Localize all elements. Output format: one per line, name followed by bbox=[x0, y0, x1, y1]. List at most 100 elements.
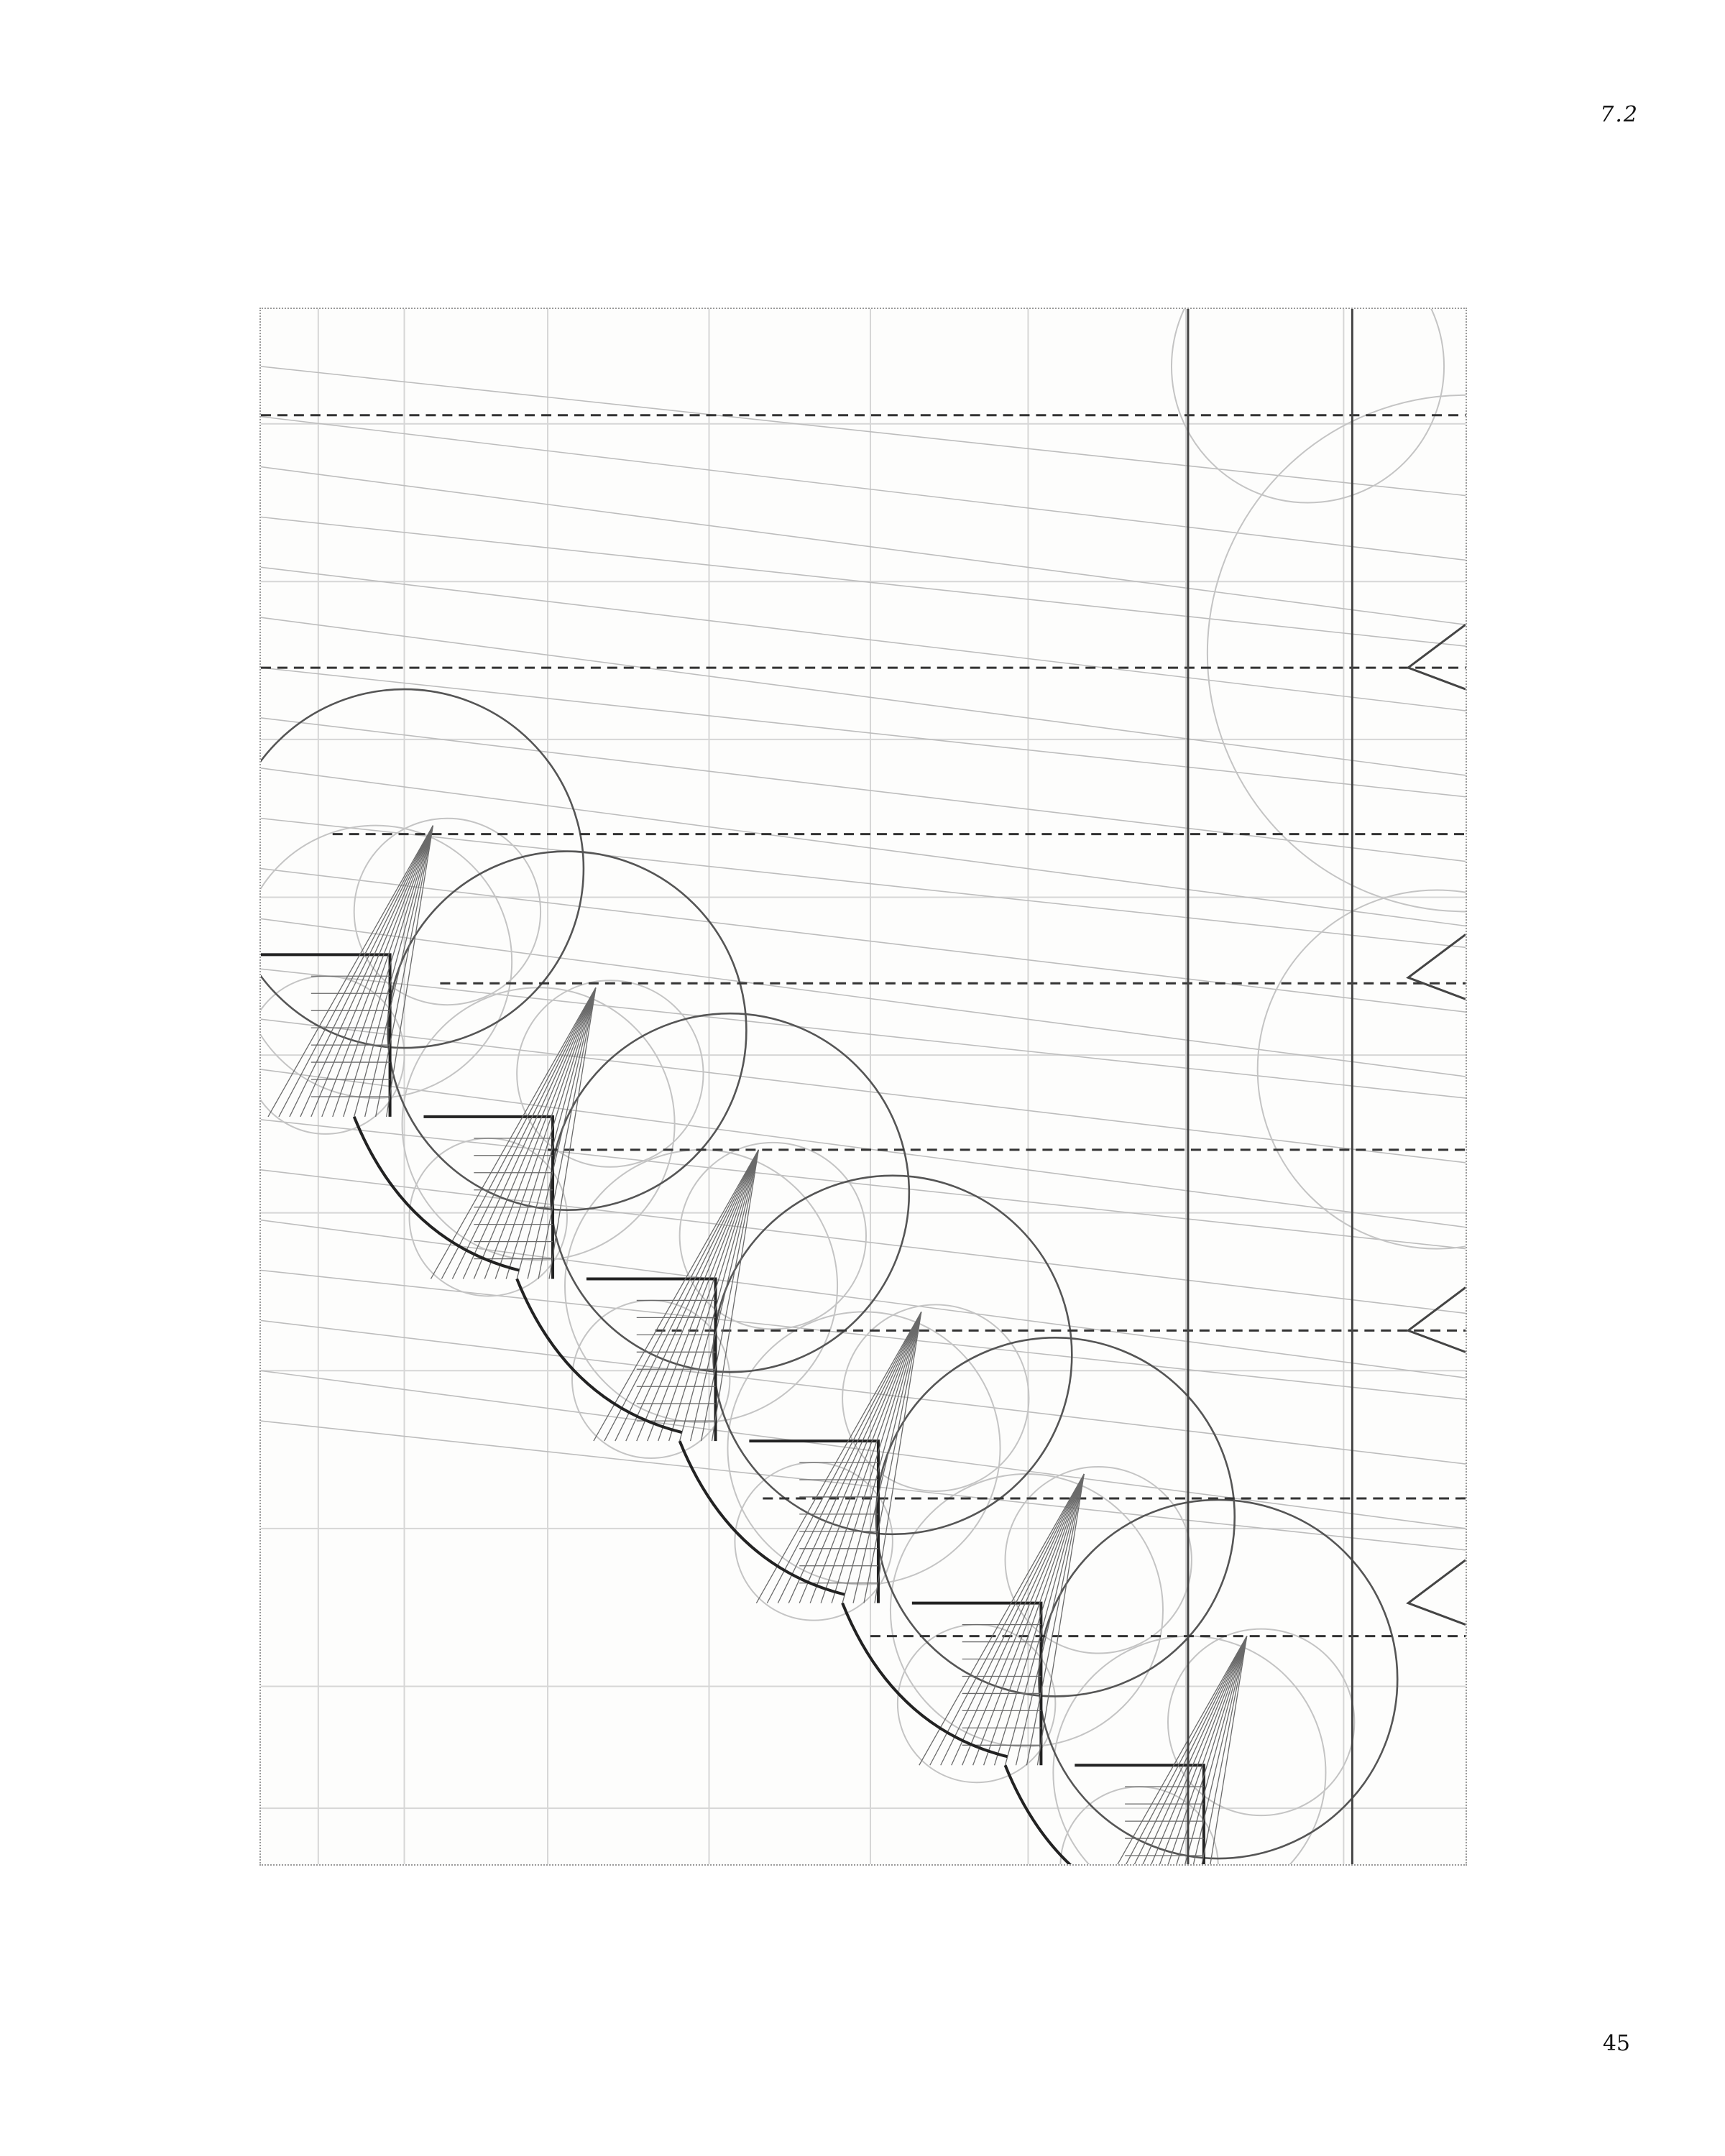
fan-line bbox=[451, 987, 597, 1279]
arrow-chevron bbox=[1406, 623, 1466, 691]
fan-line bbox=[983, 1473, 1085, 1766]
construction-ray bbox=[261, 968, 1466, 1099]
faint-circle bbox=[1004, 1466, 1192, 1654]
faint-circle bbox=[1206, 394, 1466, 913]
fan-line bbox=[689, 1149, 759, 1442]
fan-line bbox=[820, 1312, 922, 1603]
faint-circle bbox=[408, 1137, 568, 1297]
fan-line bbox=[343, 825, 434, 1118]
fan-line bbox=[929, 1473, 1085, 1766]
construction-circle bbox=[261, 688, 585, 1049]
page-number: 45 bbox=[1602, 2031, 1630, 2056]
fan-line bbox=[593, 1149, 759, 1442]
construction-ray bbox=[261, 1219, 1466, 1379]
quarter-arc bbox=[352, 1116, 520, 1272]
fan-line bbox=[321, 825, 434, 1118]
fan-line bbox=[940, 1473, 1085, 1766]
fan-line bbox=[538, 987, 597, 1279]
construction-ray bbox=[261, 1269, 1466, 1400]
fan-line bbox=[852, 1312, 922, 1603]
fan-line bbox=[799, 1312, 922, 1603]
construction-ray bbox=[261, 918, 1466, 1077]
fan-line bbox=[678, 1149, 759, 1442]
fan-line bbox=[766, 1312, 922, 1603]
construction-ray bbox=[261, 1069, 1466, 1228]
construction-ray bbox=[261, 617, 1466, 776]
faint-circle bbox=[678, 1141, 867, 1330]
fan-line bbox=[527, 987, 597, 1279]
fan-line bbox=[332, 825, 434, 1118]
fan-line bbox=[289, 825, 434, 1118]
construction-ray bbox=[261, 566, 1466, 711]
construction-circle bbox=[549, 1012, 911, 1373]
construction-circle bbox=[387, 850, 748, 1211]
construction-circle bbox=[875, 1337, 1236, 1697]
stair-step-outline bbox=[586, 1277, 717, 1442]
fan-line bbox=[863, 1312, 922, 1603]
faint-circle bbox=[1171, 309, 1445, 504]
faint-circle bbox=[896, 1623, 1057, 1784]
fan-line bbox=[993, 1473, 1085, 1766]
construction-drawing-plate bbox=[259, 308, 1467, 1866]
construction-ray bbox=[261, 867, 1466, 1013]
fan-line bbox=[711, 1149, 759, 1442]
construction-ray bbox=[261, 366, 1466, 497]
construction-ray bbox=[261, 817, 1466, 949]
fan-line bbox=[354, 825, 434, 1118]
fan-line bbox=[1201, 1636, 1248, 1864]
faint-circle bbox=[261, 824, 513, 1099]
fan-line bbox=[962, 1473, 1085, 1766]
fan-line bbox=[919, 1473, 1085, 1766]
fan-line bbox=[374, 825, 434, 1118]
stair-step-outline bbox=[261, 953, 392, 1117]
faint-circle bbox=[1256, 889, 1466, 1250]
construction-ray bbox=[261, 768, 1466, 927]
construction-circle bbox=[712, 1174, 1073, 1536]
section-number: 7.2 bbox=[1600, 102, 1639, 127]
fan-line bbox=[951, 1473, 1085, 1766]
fan-line bbox=[1192, 1636, 1248, 1864]
fan-line bbox=[1176, 1636, 1248, 1864]
construction-ray bbox=[261, 1169, 1466, 1314]
stair-step-outline bbox=[749, 1439, 880, 1603]
fan-line bbox=[700, 1149, 759, 1442]
quarter-arc bbox=[841, 1602, 1008, 1759]
construction-ray bbox=[261, 1319, 1466, 1465]
faint-circle bbox=[1052, 1635, 1327, 1864]
fan-line bbox=[1117, 1636, 1248, 1864]
construction-ray bbox=[261, 717, 1466, 862]
fan-line bbox=[310, 825, 434, 1118]
fan-line bbox=[430, 987, 597, 1279]
construction-ray bbox=[261, 516, 1466, 647]
arrow-chevron bbox=[1406, 1559, 1466, 1626]
fan-line bbox=[484, 987, 597, 1279]
construction-ray bbox=[261, 1119, 1466, 1250]
fan-line bbox=[516, 987, 597, 1279]
stair-step-outline bbox=[423, 1115, 555, 1279]
fan-line bbox=[1184, 1636, 1248, 1864]
fan-line bbox=[1133, 1636, 1248, 1864]
construction-circle bbox=[1038, 1498, 1399, 1860]
stair-step-outline bbox=[911, 1601, 1043, 1766]
fan-line bbox=[441, 987, 597, 1279]
construction-ray bbox=[261, 1420, 1466, 1551]
fan-line bbox=[473, 987, 597, 1279]
fan-line bbox=[842, 1312, 922, 1603]
faint-circle bbox=[353, 817, 542, 1006]
fan-line bbox=[1210, 1636, 1248, 1864]
fan-line bbox=[1036, 1473, 1085, 1766]
fan-line bbox=[462, 987, 597, 1279]
fan-line bbox=[267, 825, 433, 1118]
fan-line bbox=[874, 1312, 922, 1603]
faint-circle bbox=[842, 1304, 1030, 1492]
fan-line bbox=[548, 987, 597, 1279]
fan-line bbox=[831, 1312, 922, 1603]
fan-line bbox=[505, 987, 597, 1279]
stair-step-outline bbox=[1075, 1764, 1205, 1864]
fan-line bbox=[636, 1149, 759, 1442]
faint-circle bbox=[571, 1299, 731, 1460]
geometric-construction-drawing-icon bbox=[261, 309, 1466, 1864]
fan-line bbox=[385, 825, 434, 1118]
fan-line bbox=[809, 1312, 922, 1603]
fan-line bbox=[777, 1312, 922, 1603]
